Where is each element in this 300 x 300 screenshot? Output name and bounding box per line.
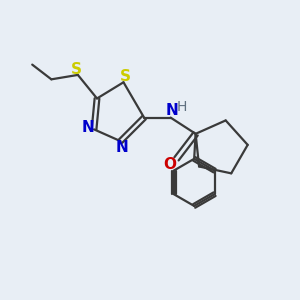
Text: O: O: [164, 157, 176, 172]
Text: S: S: [71, 61, 82, 76]
Text: N: N: [166, 103, 178, 118]
Text: S: S: [120, 70, 131, 85]
Text: N: N: [116, 140, 128, 155]
Text: H: H: [177, 100, 187, 114]
Text: N: N: [81, 120, 94, 135]
